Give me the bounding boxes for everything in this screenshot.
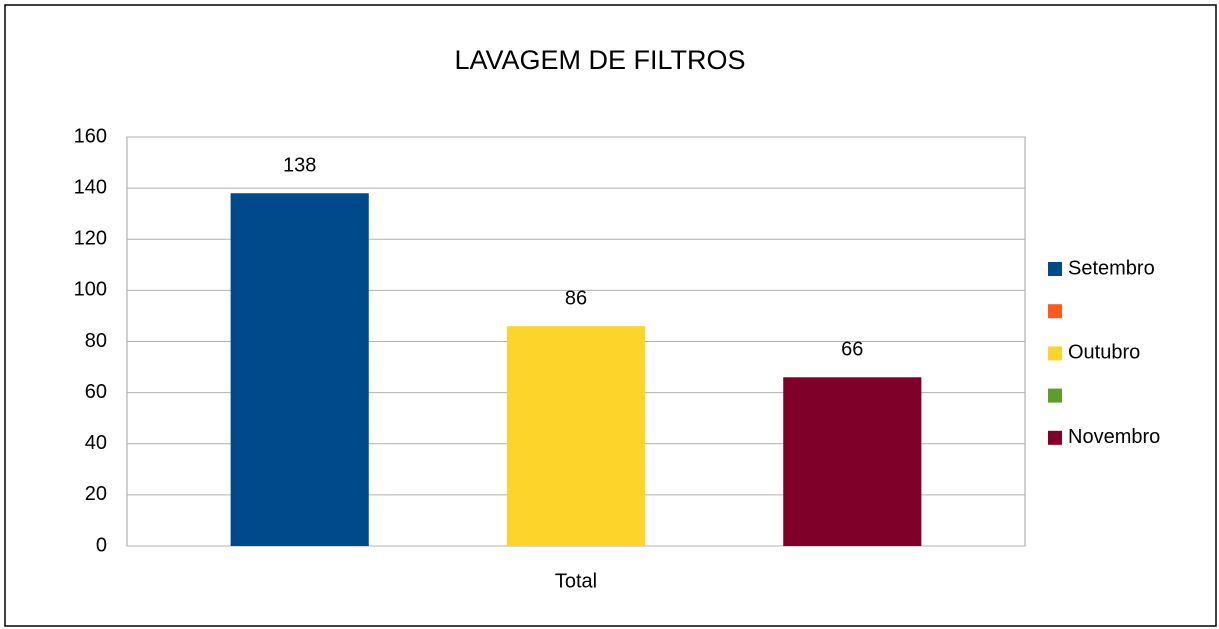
legend-swatch xyxy=(1048,262,1062,276)
y-tick-label: 140 xyxy=(74,176,107,198)
y-tick-label: 100 xyxy=(74,279,107,301)
y-tick-label: 160 xyxy=(74,125,107,147)
legend-swatch xyxy=(1048,346,1062,361)
bar xyxy=(230,193,369,547)
y-tick-label: 80 xyxy=(85,330,107,352)
legend-label: Setembro xyxy=(1068,257,1155,279)
y-tick-label: 20 xyxy=(85,483,107,505)
bar xyxy=(783,377,922,546)
chart-title: LAVAGEM DE FILTROS xyxy=(454,45,745,75)
x-tick-label: Total xyxy=(555,570,597,592)
data-label: 86 xyxy=(565,287,587,309)
data-label: 66 xyxy=(841,339,863,361)
bar xyxy=(506,326,646,546)
y-tick-label: 0 xyxy=(96,534,107,556)
y-tick-label: 60 xyxy=(85,381,107,403)
legend-label: Novembro xyxy=(1068,426,1160,448)
y-tick-label: 40 xyxy=(85,432,107,454)
legend-label: Outubro xyxy=(1068,342,1140,364)
legend-swatch xyxy=(1048,430,1062,445)
legend-swatch xyxy=(1048,388,1062,403)
legend-swatch xyxy=(1048,304,1062,319)
data-label: 138 xyxy=(283,155,316,177)
y-tick-label: 120 xyxy=(74,228,107,250)
